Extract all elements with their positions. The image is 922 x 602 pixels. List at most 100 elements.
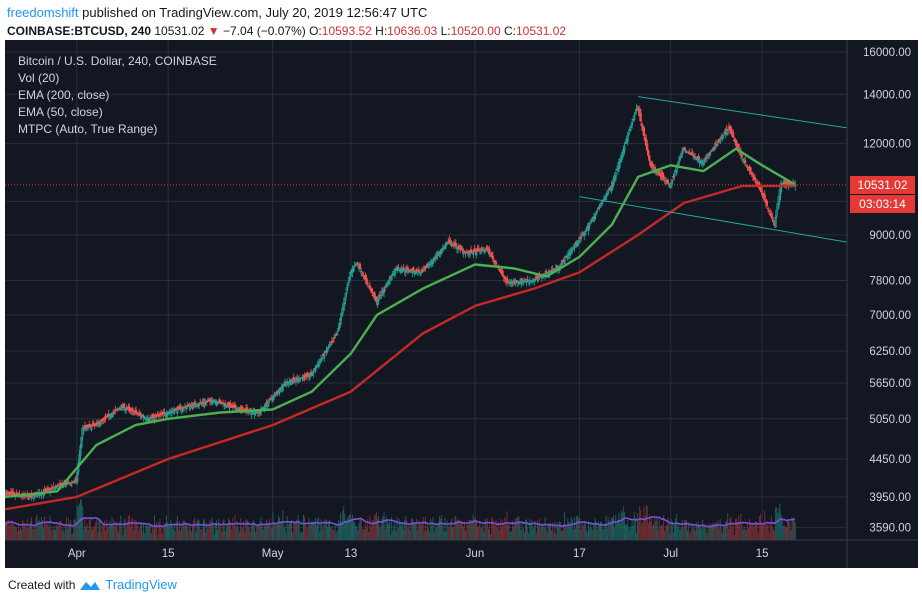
volume-bar (365, 523, 366, 540)
volume-bar (400, 525, 402, 540)
candle-body (726, 129, 729, 135)
volume-bar (287, 524, 289, 540)
volume-bar (210, 521, 212, 540)
volume-bar (61, 530, 63, 540)
legend-mtpc[interactable]: MTPC (Auto, True Range) (18, 122, 158, 136)
volume-bar (758, 515, 760, 540)
volume-bar (303, 514, 304, 540)
volume-bar (8, 519, 10, 540)
volume-bar (536, 520, 538, 540)
volume-bar (752, 521, 754, 540)
volume-bar (483, 531, 485, 540)
volume-bar (175, 521, 177, 540)
volume-bar (518, 516, 520, 540)
price-axis-label: 3590.00 (869, 522, 911, 534)
volume-bar (402, 523, 403, 540)
volume-bar (506, 511, 508, 540)
candle-body (344, 292, 347, 297)
volume-bar (84, 519, 86, 540)
volume-bar (328, 523, 329, 540)
volume-bar (106, 519, 108, 540)
volume-bar (157, 534, 159, 540)
legend-title: Bitcoin / U.S. Dollar, 240, COINBASE (18, 54, 217, 68)
volume-bar (284, 524, 286, 540)
candle-body (360, 272, 364, 275)
volume-bar (399, 523, 401, 540)
ema200-line (5, 184, 795, 511)
volume-bar (69, 525, 71, 540)
candle-body (368, 285, 371, 289)
volume-bar (790, 530, 792, 540)
volume-bar (158, 522, 160, 540)
volume-bar (170, 519, 172, 540)
volume-bar (255, 532, 257, 540)
volume-bar (119, 521, 121, 540)
volume-bar (16, 531, 18, 540)
volume-bar (323, 521, 325, 540)
volume-bar (123, 520, 125, 540)
volume-bar (294, 522, 296, 540)
legend-vol[interactable]: Vol (20) (18, 71, 60, 85)
volume-bar (732, 523, 734, 540)
volume-bar (263, 525, 265, 540)
volume-bar (711, 526, 712, 540)
volume-bar (39, 522, 41, 540)
volume-bar (43, 528, 44, 540)
volume-bar (355, 525, 357, 540)
volume-bar (173, 524, 175, 540)
volume-bar (622, 506, 624, 540)
candle-body (670, 179, 674, 184)
volume-bar (509, 531, 511, 540)
volume-bar (715, 521, 717, 540)
candle-body (491, 255, 494, 259)
volume-bar (541, 523, 543, 540)
volume-bar (644, 515, 646, 540)
volume-bar (577, 515, 579, 540)
candle-body (267, 401, 270, 404)
volume-bar (164, 523, 166, 540)
volume-bar (767, 524, 769, 540)
volume-bar (14, 526, 16, 540)
candle-body (606, 191, 610, 194)
volume-bar (462, 526, 464, 540)
price-chart[interactable]: 3590.00 3950.00 4450.00 5050.00 5650.00 6250.… (5, 40, 918, 568)
legend-ema50[interactable]: EMA (50, close) (18, 105, 103, 119)
volume-bar (750, 523, 752, 540)
candle-body (12, 492, 16, 496)
volume-bar (734, 518, 736, 540)
candle-body (771, 216, 774, 220)
candle-body (390, 275, 393, 280)
volume-bar (776, 507, 778, 540)
volume-bar (515, 518, 517, 540)
volume-bar (385, 516, 387, 540)
author-link[interactable]: freedomshift (7, 5, 79, 20)
footer: Created with TradingView (8, 577, 177, 592)
chart-canvas[interactable]: 3590.00 3950.00 4450.00 5050.00 5650.00 6250.… (5, 40, 918, 568)
volume-bar (669, 533, 671, 540)
candle-body (377, 297, 380, 302)
volume-bar (567, 518, 569, 540)
volume-bar (147, 526, 149, 540)
volume-bar (608, 520, 610, 540)
volume-bar (788, 518, 790, 540)
tradingview-brand[interactable]: TradingView (105, 577, 177, 592)
volume-bar (434, 522, 436, 540)
volume-bar (778, 508, 780, 540)
volume-bar (453, 527, 455, 540)
volume-bar (659, 525, 661, 540)
candle-body (579, 236, 582, 240)
volume-bar (517, 516, 519, 540)
volume-bar (680, 528, 682, 540)
volume-bar (394, 521, 396, 540)
volume-bar (166, 515, 167, 540)
volume-bar (6, 520, 7, 540)
candle-body (431, 259, 435, 264)
volume-bar (736, 518, 737, 540)
volume-bar (362, 528, 364, 540)
volume-bar (697, 521, 699, 540)
volume-bar (174, 531, 176, 540)
volume-bar (27, 528, 29, 540)
legend-ema200[interactable]: EMA (200, close) (18, 88, 110, 102)
volume-bar (411, 518, 413, 540)
volume-bar (160, 527, 162, 540)
